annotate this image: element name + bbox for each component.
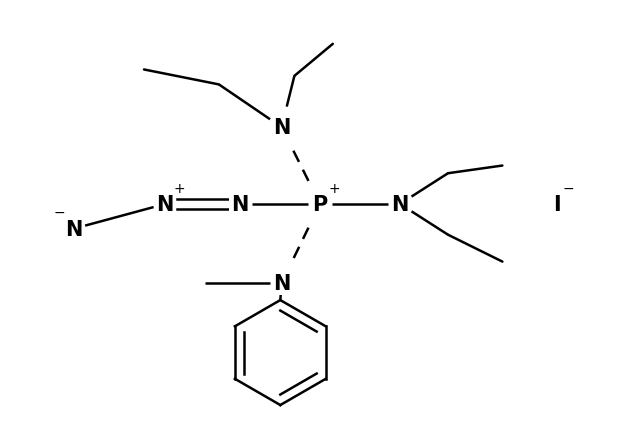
Text: +: + [328, 181, 340, 195]
Text: N: N [391, 195, 409, 214]
Text: P: P [312, 195, 328, 214]
Text: −: − [54, 206, 65, 220]
Text: +: + [173, 181, 185, 195]
Text: N: N [231, 195, 249, 214]
Text: N: N [273, 118, 291, 138]
Text: I: I [553, 195, 561, 214]
Text: N: N [273, 273, 291, 293]
Text: N: N [156, 195, 174, 214]
Text: N: N [65, 219, 83, 239]
Text: −: − [563, 181, 574, 195]
